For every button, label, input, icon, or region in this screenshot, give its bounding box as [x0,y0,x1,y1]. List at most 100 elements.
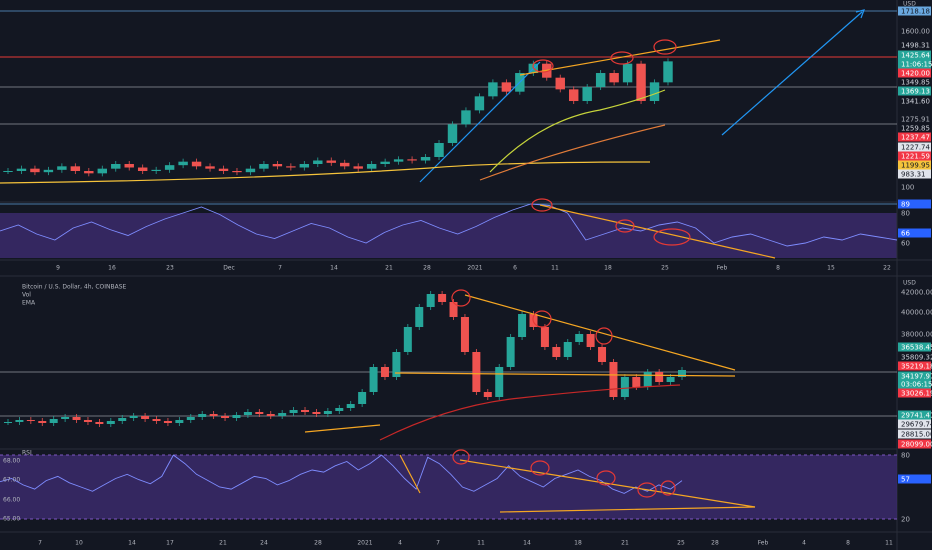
candle-body [255,412,264,414]
candle-body [506,337,515,367]
price-label: 1600.00 [901,28,930,36]
x-axis-label: 8 [776,265,780,272]
trendline [459,459,756,508]
price-label-box [898,182,931,192]
price-label-box [898,450,931,460]
price-label-box [898,40,931,50]
circle [653,228,691,246]
price-label: 36538.45 [901,344,932,352]
x-axis-label: 4 [398,540,402,547]
price-label: 28815.00 [901,431,932,439]
candle-body [26,420,35,421]
x-axis-label: 2021 [357,540,372,547]
x-axis-label: 21 [621,540,629,547]
price-label: 1199.95 [901,162,930,170]
price-label-box [898,361,931,371]
candle-body [278,413,287,416]
candle-body [335,408,344,411]
price-label-box [898,388,931,398]
candle-body [552,347,561,357]
rsi-left-label: 65.00 [3,516,20,523]
price-label-box [898,410,931,420]
x-axis-label: 14 [330,265,338,272]
candle-body [582,87,592,102]
price-label: 1341.60 [901,98,930,106]
price-label-box [898,429,931,439]
ema-line [0,161,651,184]
candle-body [111,164,121,169]
candle-body [124,164,134,168]
price-label: 1237.47 [901,134,930,142]
price-label-box [898,77,931,87]
price-label: 89 [901,201,910,209]
price-label: 29741.41 [901,412,932,420]
candle-body [632,377,641,387]
circle [596,470,616,486]
candle-body [43,169,54,173]
candle-body [540,327,549,347]
trendline [399,454,421,494]
circle [452,449,470,465]
x-axis-label: 25 [677,540,685,547]
candle-body [449,302,458,317]
price-label: 983.31 [901,171,926,179]
price-label-box [898,142,931,152]
candle-body [323,411,332,414]
candle-body [420,157,431,161]
price-label-box [898,114,931,124]
chart-title: Bitcoin / U.S. Dollar, 4h, COINBASE [22,284,127,291]
price-label: 1259.85 [901,125,930,133]
x-axis-label: Feb [717,265,728,272]
x-axis-label: 2021 [467,265,482,272]
candle-body [232,415,241,418]
rsi-left-label: 66.00 [3,497,20,504]
x-axis-label: Feb [758,540,769,547]
candle-body [152,419,161,421]
candle-body [57,166,67,170]
x-axis-label: 28 [423,265,431,272]
candle-body [218,168,229,172]
x-axis-label: 7 [278,265,282,272]
rsi-band [0,455,897,519]
x-axis-label: 25 [661,265,669,272]
price-label: 34197.97 [901,373,932,381]
price-label-box [898,287,931,297]
price-label: 29679.74 [901,421,932,429]
price-label: 03:06:15 [901,381,932,389]
candle-body [595,73,606,88]
price-label-box [898,307,931,317]
x-axis-label: 9 [56,265,60,272]
candle-body [16,168,27,172]
x-axis-label: 8 [846,540,850,547]
candle-body [678,370,686,377]
candle-body [245,168,256,173]
candle-body [488,82,498,97]
x-axis-label: 18 [574,540,582,547]
x-axis-label: Dec [223,265,235,272]
price-label-box [898,379,931,389]
x-axis-label: 6 [513,265,517,272]
legend-item: EMA [22,300,36,307]
price-label-box [898,132,931,142]
candle-body [198,414,207,417]
candle-body [175,420,184,423]
trendline [394,372,736,377]
trendline [519,39,721,76]
trendline [499,506,756,513]
x-axis-label: 7 [38,540,42,547]
x-axis-label: 4 [802,540,806,547]
candle-body [461,110,471,125]
ema-line [479,124,666,181]
candle-body [346,404,355,408]
currency: USD [903,1,916,8]
rsi-line [0,454,683,494]
candle-body [3,171,13,173]
price-label: 33026.19 [901,390,932,398]
price-label: 1369.13 [901,88,930,96]
candle-body [259,164,269,169]
circle [615,219,635,233]
price-label: 57 [901,476,910,484]
circle [451,289,471,307]
price-label-box [898,59,931,69]
